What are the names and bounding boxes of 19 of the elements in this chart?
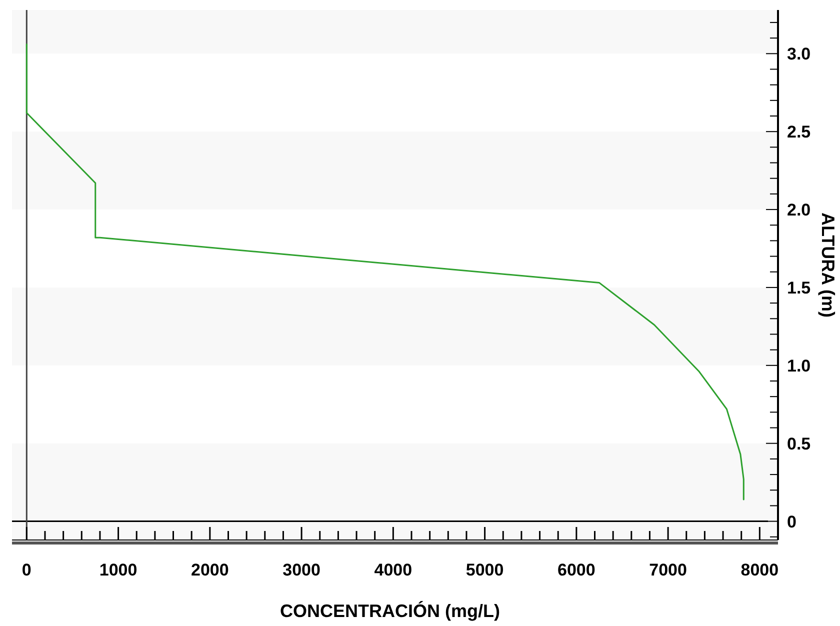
x-tick-label: 2000 (191, 560, 229, 580)
y-tick-label: 3.0 (787, 44, 811, 64)
x-tick-label: 5000 (466, 560, 504, 580)
y-tick-label: 1.5 (787, 278, 811, 298)
y-tick-label: 2.5 (787, 122, 811, 142)
y-tick-label: 0.5 (787, 434, 811, 454)
x-axis-title: CONCENTRACIÓN (mg/L) (280, 601, 500, 621)
line-series (26, 44, 744, 500)
x-tick-label: 6000 (558, 560, 596, 580)
x-tick-label: 0 (22, 560, 32, 580)
y-tick-label: 0 (787, 512, 796, 532)
x-tick-label: 3000 (282, 560, 320, 580)
x-tick-label: 8000 (740, 560, 779, 580)
x-tick-label: 4000 (374, 560, 412, 580)
y-tick-label: 2.0 (787, 200, 811, 220)
y-tick-label: 1.0 (787, 356, 811, 376)
x-tick-label: 1000 (99, 560, 138, 580)
x-tick-label: 7000 (649, 560, 687, 580)
y-axis-title: ALTURA (m) (818, 212, 838, 318)
